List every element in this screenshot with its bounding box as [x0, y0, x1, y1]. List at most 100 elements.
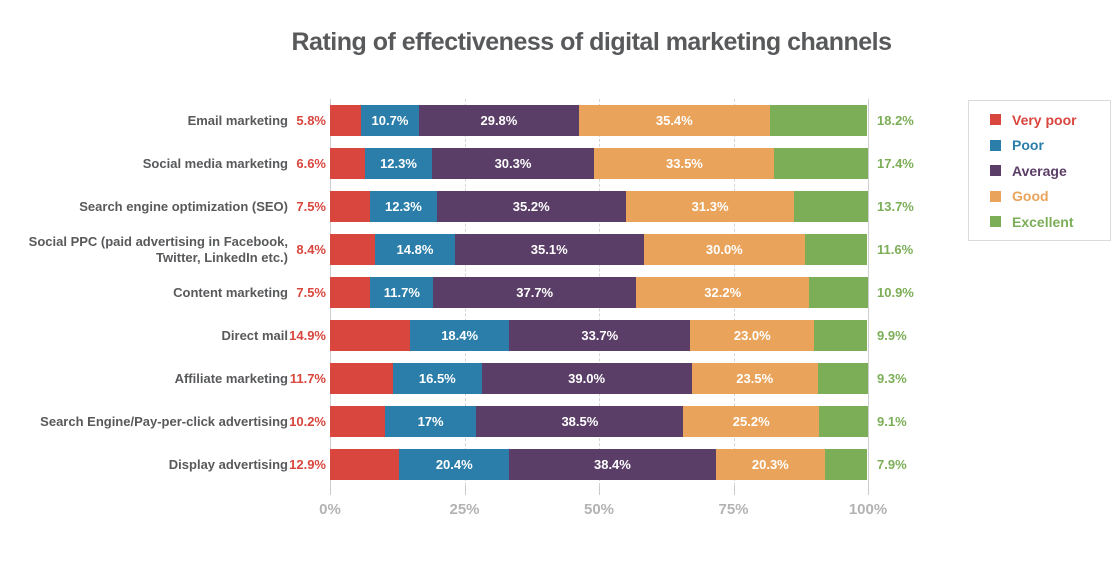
- chart-title: Rating of effectiveness of digital marke…: [291, 28, 892, 56]
- bar-segment-poor: 20.4%: [399, 449, 510, 480]
- bar-segment-excellent: [794, 191, 868, 222]
- bar-segment-very-poor: [330, 320, 411, 351]
- legend-label: Average: [1012, 162, 1067, 179]
- bar-segment-good: 35.4%: [579, 105, 770, 136]
- bar-segment-good: 20.3%: [715, 449, 825, 480]
- bar-segment-very-poor: [330, 191, 371, 222]
- legend-label: Excellent: [1012, 213, 1074, 230]
- legend-item-very-poor: Very poor: [990, 113, 1110, 127]
- chart-row-search-engine-pay-per-click-advertising: Search Engine/Pay-per-click advertising 1…: [0, 400, 960, 443]
- chart-row-affiliate-marketing: Affiliate marketing 11.7% 16.5% 39.0% 23.5% 9…: [0, 357, 960, 400]
- chart-row-direct-mail: Direct mail 14.9% 18.4% 33.7% 23.0% 9.9%: [0, 314, 960, 357]
- bar-segment-very-poor: [330, 449, 400, 480]
- value-label-very-poor: 7.5%: [296, 199, 326, 214]
- value-label-excellent: 13.7%: [877, 199, 914, 214]
- legend-item-excellent: Excellent: [990, 215, 1110, 229]
- legend-item-poor: Poor: [990, 138, 1110, 152]
- bar-segment-average: 35.1%: [454, 234, 644, 265]
- bar-segment-good: 32.2%: [636, 277, 810, 308]
- chart-row-email-marketing: Email marketing 5.8% 10.7% 29.8% 35.4% 18.2%: [0, 99, 960, 142]
- value-label-very-poor: 12.9%: [289, 457, 326, 472]
- category-label: Search Engine/Pay-per-click advertising: [40, 413, 288, 429]
- bar-segment-average: 39.0%: [481, 363, 692, 394]
- gridline-100: [868, 99, 869, 486]
- bar-segment-poor: 18.4%: [410, 320, 510, 351]
- bar-segment-poor: 16.5%: [392, 363, 482, 394]
- bar-segment-average: 29.8%: [418, 105, 580, 136]
- value-label-very-poor: 8.4%: [296, 242, 326, 257]
- bar-segment-average: 33.7%: [509, 320, 691, 351]
- category-label: Email marketing: [187, 112, 288, 128]
- bar-segment-good: 23.0%: [690, 320, 815, 351]
- stacked-bar: 12.3% 30.3% 33.5%: [330, 148, 868, 179]
- bar-segment-poor: 17%: [384, 406, 477, 437]
- value-label-very-poor: 14.9%: [289, 328, 326, 343]
- bar-segment-good: 23.5%: [691, 363, 818, 394]
- bar-segment-very-poor: [330, 234, 376, 265]
- bar-segment-poor: 14.8%: [375, 234, 455, 265]
- bar-segment-good: 25.2%: [683, 406, 820, 437]
- chart-rows: Email marketing 5.8% 10.7% 29.8% 35.4% 18.2% S…: [0, 99, 960, 486]
- x-axis-label-100: 100%: [848, 501, 888, 518]
- x-axis: 0% 25% 50% 75% 100%: [319, 501, 887, 521]
- bar-segment-very-poor: [330, 105, 362, 136]
- axis-tick-100: [868, 486, 869, 495]
- stacked-bar: 16.5% 39.0% 23.5%: [330, 363, 868, 394]
- value-label-very-poor: 6.6%: [296, 156, 326, 171]
- stacked-bar: 12.3% 35.2% 31.3%: [330, 191, 868, 222]
- category-label: Social media marketing: [142, 155, 288, 171]
- bar-segment-excellent: [819, 406, 868, 437]
- legend-swatch-excellent: [990, 216, 1001, 227]
- x-axis-label-50: 50%: [583, 501, 615, 518]
- value-label-very-poor: 11.7%: [289, 371, 326, 386]
- value-label-very-poor: 5.8%: [296, 113, 326, 128]
- value-label-excellent: 9.1%: [877, 414, 907, 429]
- bar-segment-poor: 11.7%: [370, 277, 434, 308]
- legend-item-good: Good: [990, 189, 1110, 203]
- axis-tick-25: [464, 486, 466, 495]
- stacked-bar: 18.4% 33.7% 23.0%: [330, 320, 868, 351]
- stacked-bar: 20.4% 38.4% 20.3%: [330, 449, 868, 480]
- legend-swatch-poor: [990, 139, 1001, 151]
- bar-segment-average: 37.7%: [433, 277, 637, 308]
- legend-label: Poor: [1012, 137, 1044, 153]
- stacked-bar: 17% 38.5% 25.2%: [330, 406, 868, 437]
- bar-segment-very-poor: [330, 363, 393, 394]
- bar-segment-good: 33.5%: [594, 148, 775, 179]
- bar-segment-average: 35.2%: [436, 191, 626, 222]
- axis-tick-50: [599, 486, 600, 495]
- legend-item-average: Average: [990, 164, 1110, 178]
- bar-segment-excellent: [769, 105, 868, 136]
- bar-segment-very-poor: [330, 277, 371, 308]
- stacked-bar: 10.7% 29.8% 35.4%: [330, 105, 868, 136]
- value-label-very-poor: 10.2%: [289, 414, 326, 429]
- bar-segment-poor: 10.7%: [361, 105, 419, 136]
- legend-label: Very poor: [1012, 111, 1077, 128]
- x-axis-label-75: 75%: [718, 501, 749, 518]
- stacked-bar: 11.7% 37.7% 32.2%: [330, 277, 868, 308]
- bar-segment-poor: 12.3%: [365, 148, 432, 179]
- value-label-excellent: 7.9%: [877, 457, 907, 472]
- bar-segment-average: 38.5%: [476, 406, 684, 437]
- value-label-excellent: 9.3%: [877, 371, 907, 386]
- bar-segment-good: 31.3%: [625, 191, 795, 222]
- chart-row-social-ppc-paid-advertising-in-facebook-twitter-linkedin-etc: Social PPC (paid advertising in Facebook…: [0, 228, 960, 271]
- legend-swatch-good: [990, 190, 1001, 202]
- category-label: Search engine optimization (SEO): [79, 198, 288, 214]
- value-label-excellent: 11.6%: [877, 242, 914, 257]
- bar-segment-excellent: [774, 148, 868, 179]
- bar-segment-excellent: [814, 320, 868, 351]
- legend-swatch-very-poor: [990, 114, 1001, 125]
- x-axis-label-25: 25%: [449, 501, 480, 518]
- value-label-very-poor: 7.5%: [296, 285, 326, 300]
- category-label: Content marketing: [173, 284, 288, 300]
- bar-segment-very-poor: [330, 406, 385, 437]
- bar-segment-average: 38.4%: [509, 449, 716, 480]
- axis-tick-0: [330, 486, 331, 495]
- bar-segment-excellent: [817, 363, 868, 394]
- axis-tick-75: [733, 486, 735, 495]
- value-label-excellent: 18.2%: [877, 113, 914, 128]
- bar-segment-very-poor: [330, 148, 366, 179]
- bar-segment-excellent: [809, 277, 868, 308]
